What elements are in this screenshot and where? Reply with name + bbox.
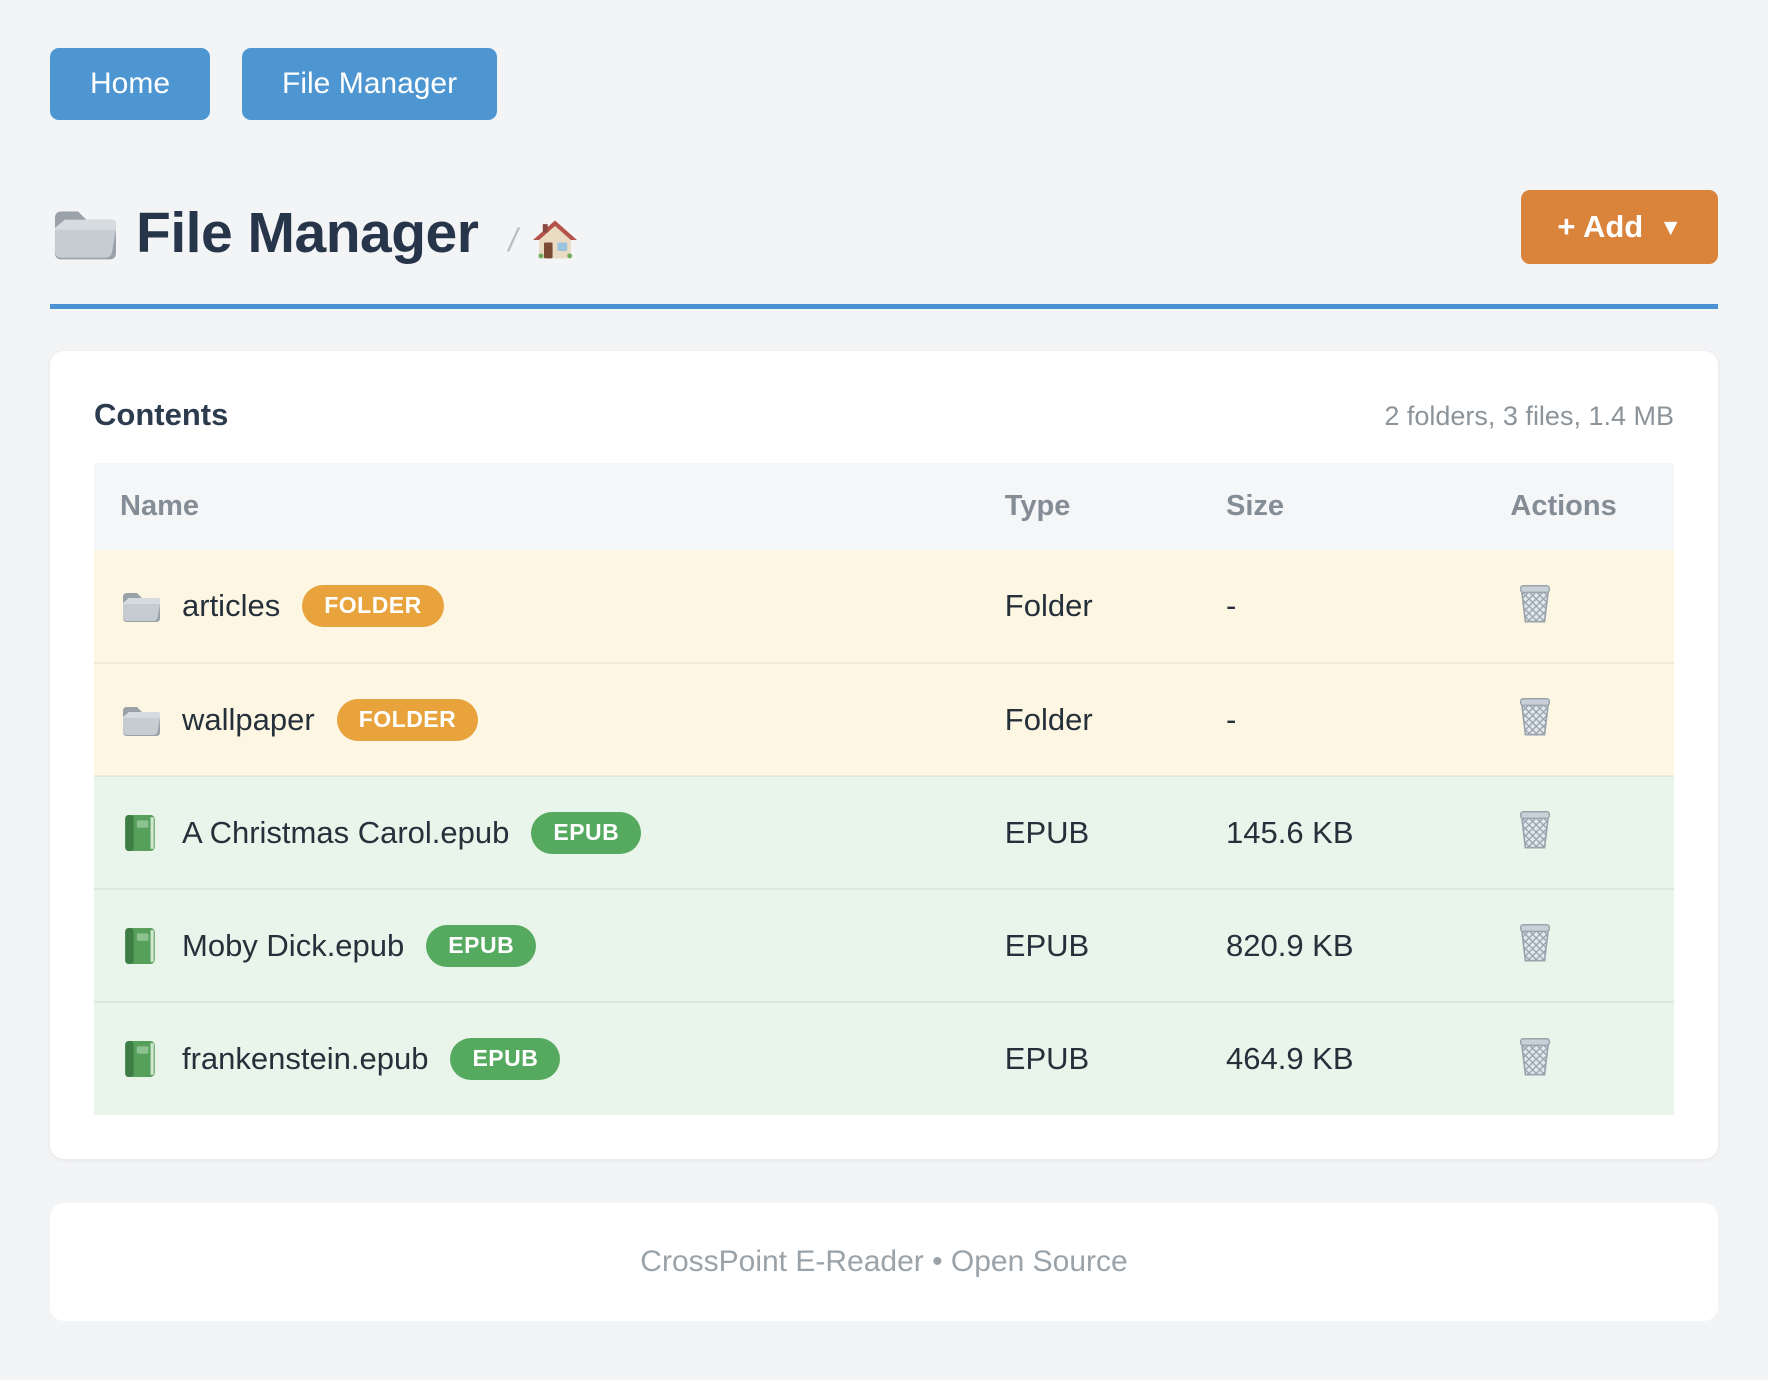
file-name[interactable]: frankenstein.epub	[182, 1041, 429, 1076]
file-name[interactable]: Moby Dick.epub	[182, 927, 405, 963]
type-badge: EPUB	[426, 924, 537, 967]
size-cell: -	[1199, 662, 1485, 776]
footer-text: CrossPoint E-Reader • Open Source	[640, 1245, 1128, 1278]
size-cell: -	[1225, 588, 1237, 623]
name-cell: frankenstein.epub EPUB	[94, 1001, 979, 1115]
delete-button[interactable]	[1510, 807, 1552, 850]
trash-icon	[1520, 1037, 1551, 1075]
type-cell: EPUB	[978, 888, 1200, 1002]
trash-icon	[1520, 697, 1551, 736]
actions-cell	[1484, 775, 1674, 889]
type-badge: FOLDER	[302, 585, 444, 627]
table-row: wallpaper FOLDER Folder -	[94, 662, 1674, 776]
type-cell: Folder	[978, 662, 1200, 776]
add-button[interactable]: + Add ▼	[1521, 190, 1718, 264]
size-cell: 464.9 KB	[1199, 1001, 1485, 1115]
delete-button[interactable]	[1510, 1034, 1552, 1077]
actions-cell	[1484, 1001, 1674, 1115]
column-header-size: Size	[1199, 463, 1485, 550]
nav-file-manager-button[interactable]: File Manager	[242, 48, 498, 120]
file-name[interactable]: wallpaper	[182, 701, 315, 737]
nav-home-button[interactable]: Home	[50, 48, 211, 120]
table-row: A Christmas Carol.epub EPUB EPUB 145.6 K…	[94, 775, 1674, 889]
contents-card: Contents 2 folders, 3 files, 1.4 MB Name…	[50, 351, 1718, 1159]
contents-title: Contents	[94, 397, 229, 432]
file-table-body: articles FOLDER Folder - wallpaper FOLDE…	[94, 550, 1674, 1115]
actions-cell	[1484, 888, 1674, 1002]
folder-icon	[123, 593, 160, 622]
contents-card-header: Contents 2 folders, 3 files, 1.4 MB	[94, 397, 1674, 433]
page-title: File Manager	[136, 201, 479, 265]
delete-button[interactable]	[1510, 581, 1552, 624]
column-header-name: Name	[94, 463, 979, 550]
type-badge: EPUB	[531, 811, 642, 854]
name-cell: A Christmas Carol.epub EPUB	[94, 775, 979, 889]
type-cell: Folder	[1004, 588, 1093, 623]
column-header-type: Type	[978, 463, 1200, 550]
folder-icon	[123, 706, 160, 736]
column-header-actions: Actions	[1484, 463, 1674, 550]
type-badge: FOLDER	[336, 698, 479, 741]
add-button-label: + Add	[1557, 209, 1644, 244]
delete-button[interactable]	[1510, 920, 1552, 963]
file-table: Name Type Size Actions articles FOLDER F…	[94, 463, 1674, 1115]
file-name[interactable]: articles	[182, 588, 281, 623]
book-icon	[125, 814, 155, 851]
page-header: File Manager / + Add ▼	[50, 190, 1718, 266]
trash-icon	[1520, 584, 1551, 622]
table-row: articles FOLDER Folder -	[94, 550, 1674, 663]
name-cell: Moby Dick.epub EPUB	[94, 888, 979, 1002]
name-cell: wallpaper FOLDER	[94, 662, 979, 776]
title-rule	[50, 304, 1718, 309]
breadcrumb-separator: /	[508, 221, 518, 258]
house-icon[interactable]	[533, 219, 578, 261]
page: Home File Manager File Manager / + Add ▼…	[50, 48, 1718, 1321]
contents-summary: 2 folders, 3 files, 1.4 MB	[1384, 401, 1674, 431]
delete-button[interactable]	[1510, 694, 1552, 737]
type-cell: EPUB	[978, 775, 1200, 889]
actions-cell	[1484, 662, 1674, 776]
file-name[interactable]: A Christmas Carol.epub	[182, 814, 510, 850]
folder-icon	[54, 211, 116, 260]
type-badge: EPUB	[450, 1038, 561, 1080]
book-icon	[125, 1041, 155, 1077]
file-table-head: Name Type Size Actions	[94, 463, 1674, 550]
chevron-down-icon: ▼	[1659, 213, 1682, 240]
footer: CrossPoint E-Reader • Open Source	[50, 1203, 1718, 1321]
size-cell: 145.6 KB	[1199, 775, 1485, 889]
trash-icon	[1520, 923, 1551, 962]
table-row: Moby Dick.epub EPUB EPUB 820.9 KB	[94, 888, 1674, 1002]
name-cell: articles FOLDER	[94, 550, 979, 663]
size-cell: 820.9 KB	[1199, 888, 1485, 1002]
breadcrumb: /	[508, 219, 578, 261]
type-cell: EPUB	[978, 1001, 1200, 1115]
book-icon	[125, 927, 155, 964]
table-row: frankenstein.epub EPUB EPUB 464.9 KB	[94, 1001, 1674, 1115]
actions-cell	[1484, 550, 1674, 663]
top-nav: Home File Manager	[50, 48, 1718, 120]
trash-icon	[1520, 810, 1551, 849]
